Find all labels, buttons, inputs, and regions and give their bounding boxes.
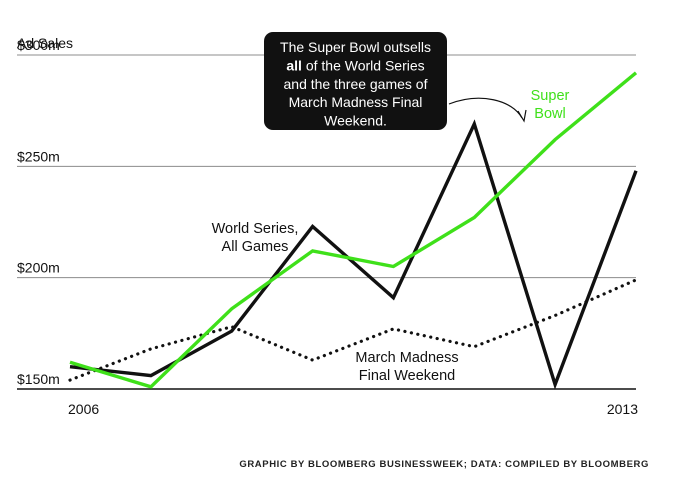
callout-box [264,32,447,130]
credit-line: GRAPHIC BY BLOOMBERG BUSINESSWEEK; DATA:… [239,459,649,470]
series-line-world-series-all-games [69,119,638,390]
x-tick-labels: 2006 2013 [68,401,638,417]
series-line-super-bowl [69,71,638,389]
y-tick-label: $200m [17,260,60,276]
series-label: March Madness Final Weekend [355,350,458,384]
callout-text: The Super Bowl outsells all of the World … [280,39,431,129]
series-labels: Super Bowl World Series, All Games March Mad… [212,88,570,384]
y-tick-label: $300m [17,37,60,53]
y-tick-label: $150m [17,371,60,387]
y-axis-title: Ad Sales [17,35,73,51]
y-tick-labels: $150m $200m $250m $300m [17,37,60,387]
annotation-callout: The Super Bowl outsells all of the World … [264,32,527,130]
callout-arrowhead [517,109,527,123]
series-line-march-madness-final-weekend [68,278,638,382]
series-label: Super Bowl [531,88,570,122]
y-tick-label: $250m [17,148,60,164]
callout-arrow [448,97,523,119]
x-tick-label: 2013 [607,401,638,417]
series-label: World Series, All Games [212,221,299,255]
x-tick-label: 2006 [68,401,99,417]
series-lines [68,71,638,390]
